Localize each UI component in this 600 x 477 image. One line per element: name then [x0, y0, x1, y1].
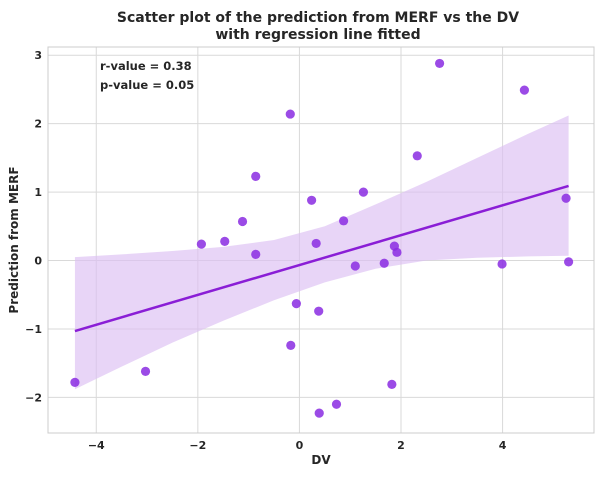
y-axis-label: Prediction from MERF	[7, 166, 21, 313]
y-tick-label: 2	[34, 118, 42, 131]
scatter-point	[564, 257, 574, 267]
scatter-point	[307, 195, 317, 205]
plot-frame	[47, 46, 595, 434]
scatter-point	[392, 247, 402, 257]
scatter-point	[379, 258, 389, 268]
scatter-point	[331, 399, 342, 409]
y-tick-label: 0	[34, 255, 42, 268]
scatter-point	[311, 238, 321, 249]
chart-title-line-1: Scatter plot of the prediction from MERF…	[117, 10, 519, 26]
y-tick-label: 3	[34, 49, 42, 62]
x-tick-label: 4	[499, 439, 507, 452]
scatter-point	[251, 171, 261, 181]
r-value-annotation: r-value = 0.38	[100, 59, 192, 73]
scatter-point	[412, 151, 422, 161]
y-tick-labels: −2 −1 0 1 2 3	[25, 49, 42, 404]
scatter-point	[286, 340, 296, 350]
x-tick-label: 0	[296, 439, 304, 452]
scatter-point	[285, 109, 295, 119]
y-tick-label: −2	[25, 391, 42, 404]
scatter-point	[561, 193, 571, 203]
scatter-point	[237, 216, 248, 227]
confidence-band	[74, 115, 569, 390]
scatter-point	[196, 239, 206, 249]
scatter-point	[220, 236, 230, 246]
scatter-point	[339, 216, 349, 226]
x-tick-label: 2	[397, 439, 405, 452]
y-tick-label: 1	[34, 186, 42, 199]
x-tick-label: −4	[88, 439, 105, 452]
regression-line	[74, 184, 569, 333]
scatter-point	[140, 366, 151, 377]
scatter-point	[358, 187, 369, 197]
scatter-point	[291, 299, 301, 309]
scatter-point	[434, 58, 445, 69]
scatter-point	[519, 85, 530, 95]
x-tick-labels: −4 −2 0 2 4	[88, 439, 507, 452]
scatter-point	[314, 306, 324, 316]
scatter-points	[70, 58, 574, 418]
x-axis-label: DV	[311, 453, 331, 467]
scatter-point	[70, 377, 80, 387]
scatter-point	[251, 249, 261, 259]
p-value-annotation: p-value = 0.05	[100, 78, 194, 92]
scatter-point	[497, 259, 507, 269]
y-tick-label: −1	[25, 323, 42, 336]
scatter-point	[350, 261, 360, 271]
scatter-point	[387, 379, 397, 390]
chart-title-line-2: with regression line fitted	[215, 27, 420, 43]
scatter-point	[314, 408, 324, 418]
x-tick-label: −2	[189, 439, 206, 452]
